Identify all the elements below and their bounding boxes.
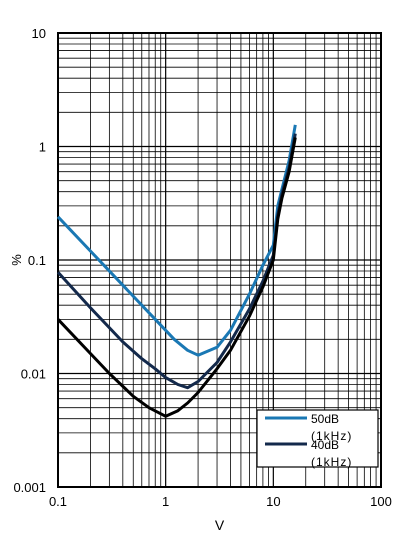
series-line-3 — [56, 137, 297, 418]
y-tick-label: 0.1 — [28, 253, 46, 268]
series-line-1 — [56, 124, 297, 357]
legend-label-1: 50dB — [311, 412, 339, 426]
y-tick-label: 0.001 — [13, 480, 46, 495]
chart-legend: 50dB(1kHz)40dB(1kHz) — [256, 409, 379, 469]
y-tick-labels: 0.001 0.01 0.1 1 10 — [13, 26, 46, 495]
y-tick-label: 0.01 — [21, 367, 46, 382]
y-tick-label: 1 — [39, 140, 46, 155]
legend-label-2: 40dB — [311, 438, 339, 452]
plot-frame — [57, 32, 382, 488]
y-axis-label: % — [9, 254, 24, 266]
legend-sublabel-2: (1kHz) — [311, 455, 352, 469]
x-axis-label: V — [215, 517, 225, 533]
x-tick-label: 100 — [370, 494, 392, 509]
x-tick-label: 0.1 — [49, 494, 67, 509]
legend-sublabel-1: (1kHz) — [311, 429, 352, 443]
chart-series-group — [56, 124, 297, 418]
x-tick-label: 10 — [266, 494, 280, 509]
y-tick-label: 10 — [32, 26, 46, 41]
x-tick-label: 1 — [162, 494, 169, 509]
x-tick-labels: 0.1 1 10 100 — [49, 494, 392, 509]
